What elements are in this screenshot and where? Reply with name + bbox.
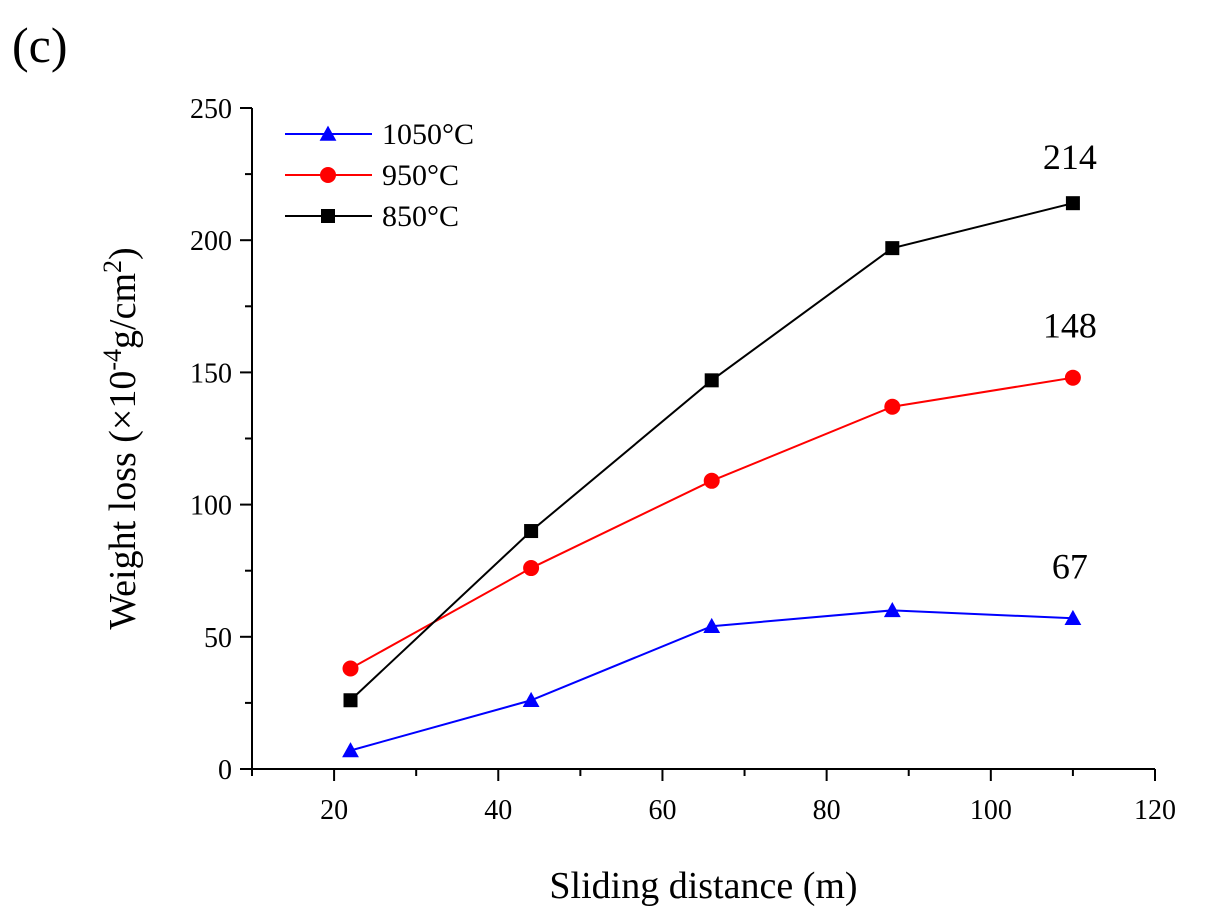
x-tick-label: 80 bbox=[813, 795, 841, 826]
data-point bbox=[343, 693, 358, 708]
legend-label: 850°C bbox=[382, 200, 459, 233]
x-tick-label: 120 bbox=[1134, 795, 1176, 826]
legend-item: 850°C bbox=[285, 200, 459, 233]
data-label: 67 bbox=[1052, 546, 1088, 586]
y-tick-label: 250 bbox=[190, 94, 232, 125]
y-axis-title: Weight loss (×10-4g/cm2) bbox=[98, 247, 144, 629]
y-tick-label: 150 bbox=[190, 358, 232, 389]
y-tick-label: 0 bbox=[218, 755, 232, 786]
data-point bbox=[523, 560, 540, 577]
data-point bbox=[884, 398, 901, 415]
y-axis-title-suffix: ) bbox=[102, 247, 144, 260]
data-point bbox=[1065, 196, 1080, 211]
data-point bbox=[1064, 609, 1082, 626]
data-point bbox=[883, 601, 901, 618]
legend-marker bbox=[319, 125, 337, 141]
legend-item: 950°C bbox=[285, 159, 459, 192]
y-tick-label: 100 bbox=[190, 491, 232, 522]
data-label: 148 bbox=[1043, 306, 1097, 346]
data-point bbox=[703, 472, 720, 489]
data-point bbox=[885, 241, 900, 256]
y-axis-title-exponent-2: 2 bbox=[98, 260, 127, 273]
y-tick-label: 50 bbox=[204, 623, 232, 654]
legend-marker bbox=[320, 167, 336, 183]
series-1 bbox=[342, 369, 1081, 677]
data-point bbox=[522, 691, 540, 707]
legend-label: 950°C bbox=[382, 159, 459, 192]
series-0 bbox=[342, 601, 1082, 758]
data-label: 214 bbox=[1043, 137, 1097, 177]
annotations: 214 148 67 bbox=[1043, 137, 1097, 586]
x-tick-label: 40 bbox=[484, 795, 512, 826]
legend-item: 1050°C bbox=[285, 118, 474, 151]
y-axis-title-exponent: -4 bbox=[98, 349, 127, 371]
x-tick-label: 100 bbox=[970, 795, 1012, 826]
data-point bbox=[342, 660, 359, 677]
data-point bbox=[1064, 369, 1081, 386]
data-point bbox=[524, 524, 539, 539]
series-layer bbox=[342, 196, 1082, 758]
series-2 bbox=[343, 196, 1080, 708]
x-tick-label: 20 bbox=[320, 795, 348, 826]
legend-marker bbox=[321, 209, 335, 223]
data-point bbox=[342, 742, 359, 758]
panel-label: (c) bbox=[12, 17, 68, 73]
legend: 1050°C 950°C 850°C bbox=[285, 118, 474, 233]
axes: 20 40 60 80 100 120 0 50 100 150 200 250 Sliding dis… bbox=[98, 94, 1176, 907]
y-axis-title-prefix: Weight loss (×10 bbox=[102, 371, 144, 630]
x-tick-label: 60 bbox=[648, 795, 676, 826]
x-axis-title: Sliding distance (m) bbox=[549, 865, 857, 907]
data-point bbox=[703, 617, 721, 633]
legend-label: 1050°C bbox=[382, 118, 474, 151]
data-point bbox=[704, 373, 719, 388]
y-tick-label: 200 bbox=[190, 226, 232, 257]
y-axis-title-unit: g/cm bbox=[102, 273, 144, 349]
